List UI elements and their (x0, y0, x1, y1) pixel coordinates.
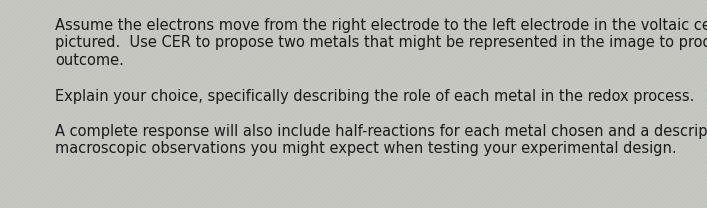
Text: outcome.: outcome. (55, 53, 124, 68)
Text: pictured.  Use CER to propose two metals that might be represented in the image : pictured. Use CER to propose two metals … (55, 36, 707, 51)
Text: macroscopic observations you might expect when testing your experimental design.: macroscopic observations you might expec… (55, 141, 677, 156)
Text: Assume the electrons move from the right electrode to the left electrode in the : Assume the electrons move from the right… (55, 18, 707, 33)
Text: Explain your choice, specifically describing the role of each metal in the redox: Explain your choice, specifically descri… (55, 88, 694, 104)
Text: A complete response will also include half-reactions for each metal chosen and a: A complete response will also include ha… (55, 124, 707, 139)
